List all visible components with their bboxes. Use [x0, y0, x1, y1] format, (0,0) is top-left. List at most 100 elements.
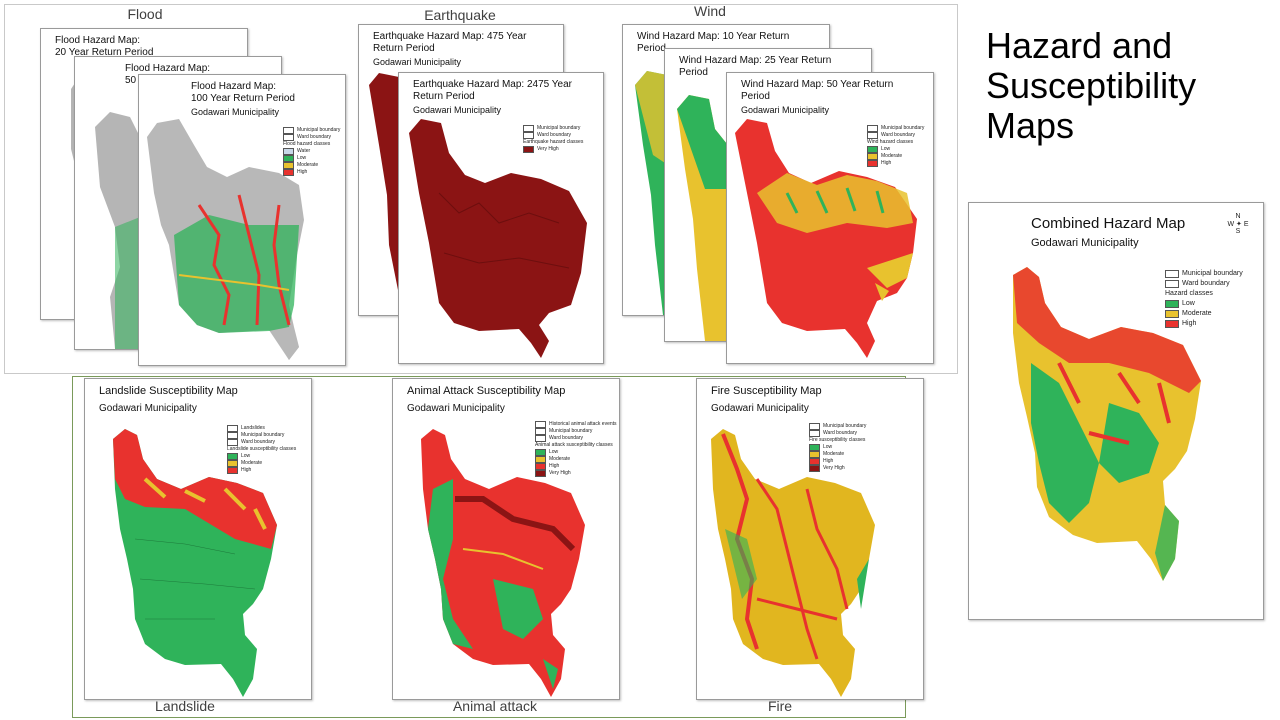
legend-label: Flood hazard classes	[283, 141, 331, 147]
legend-label: Earthquake hazard classes	[523, 139, 584, 145]
landslide-map-graphic	[113, 429, 277, 697]
legend-label: Very High	[537, 146, 559, 152]
legend-label: Very High	[549, 470, 571, 476]
legend-label: Low	[297, 155, 307, 161]
legend-item: Low	[283, 155, 340, 162]
map-legend: Historical animal attack events Municipal…	[535, 421, 617, 477]
map-card-landslide: Landslide Susceptibility Map Godawari Mu…	[84, 378, 312, 700]
legend-label: Municipal boundary	[881, 125, 925, 131]
map-title: Flood Hazard Map: 100 Year Return Period	[191, 81, 295, 104]
legend-label: Ward boundary	[881, 132, 915, 138]
legend-swatch	[1165, 310, 1179, 318]
map-title: Flood Hazard Map: 50	[125, 63, 211, 86]
legend-item: Moderate	[227, 460, 296, 467]
map-card-wind-50yr: Wind Hazard Map: 50 Year Return Period G…	[726, 72, 934, 364]
legend-label: Moderate	[1182, 310, 1212, 317]
map-card-earthquake-2475yr: Earthquake Hazard Map: 2475 Year Return …	[398, 72, 604, 364]
caption-wind: Wind	[694, 3, 726, 19]
legend-swatch	[227, 439, 238, 446]
legend-swatch	[283, 134, 294, 141]
map-subtitle: Godawari Municipality	[413, 105, 502, 115]
legend-swatch	[227, 425, 238, 432]
legend-swatch	[867, 153, 878, 160]
legend-item: Municipal boundary	[523, 125, 583, 132]
legend-label: Historical animal attack events	[549, 421, 617, 427]
legend-swatch	[283, 155, 294, 162]
legend-item: Ward boundary	[1165, 279, 1243, 289]
caption-landslide: Landslide	[155, 698, 215, 714]
combined-map-graphic	[1013, 267, 1201, 581]
legend-item: Low	[535, 449, 617, 456]
legend-item: Moderate	[283, 162, 340, 169]
legend-label: Low	[823, 444, 833, 450]
legend-label: Moderate	[823, 451, 845, 457]
legend-label: High	[241, 467, 252, 473]
map-card-flood-100yr: Flood Hazard Map: 100 Year Return Period…	[138, 74, 346, 366]
compass-rose-icon: N W ✦ E S	[1227, 213, 1249, 235]
map-subtitle: Godawari Municipality	[711, 403, 809, 414]
legend-item: High	[227, 467, 296, 474]
map-subtitle: Godawari Municipality	[741, 105, 830, 115]
legend-item: Ward boundary	[227, 439, 296, 446]
legend-swatch	[227, 460, 238, 467]
legend-label: Ward boundary	[241, 439, 275, 445]
fire-map-graphic	[711, 429, 875, 697]
legend-label: Municipal boundary	[1182, 270, 1243, 277]
caption-earthquake: Earthquake	[424, 7, 496, 23]
legend-swatch	[867, 132, 878, 139]
map-title: Combined Hazard Map	[1031, 215, 1186, 232]
map-title: Earthquake Hazard Map: 2475 Year Return …	[413, 79, 572, 102]
legend-swatch	[227, 432, 238, 439]
map-title: Landslide Susceptibility Map	[99, 385, 238, 397]
map-card-combined: Combined Hazard Map Godawari Municipalit…	[968, 202, 1264, 620]
map-card-fire: Fire Susceptibility Map Godawari Municip…	[696, 378, 924, 700]
map-subtitle: Godawari Municipality	[191, 107, 280, 117]
legend-swatch	[227, 467, 238, 474]
legend-label: Ward boundary	[823, 430, 857, 436]
legend-swatch	[283, 127, 294, 134]
legend-item: High	[1165, 319, 1243, 329]
legend-label: Municipal boundary	[549, 428, 593, 434]
legend-item: Municipal boundary	[227, 432, 296, 439]
legend-swatch	[1165, 280, 1179, 288]
legend-item: Historical animal attack events	[535, 421, 617, 428]
legend-swatch	[535, 456, 546, 463]
map-legend: Municipal boundary Ward boundary Earthquak…	[523, 125, 583, 153]
legend-item: Municipal boundary	[867, 125, 924, 132]
legend-swatch	[809, 423, 820, 430]
legend-item: Very High	[535, 470, 617, 477]
legend-swatch	[867, 125, 878, 132]
legend-swatch	[809, 451, 820, 458]
map-title: Wind Hazard Map: 50 Year Return Period	[741, 79, 894, 102]
caption-fire: Fire	[767, 698, 793, 714]
legend-swatch	[535, 449, 546, 456]
legend-label: Moderate	[297, 162, 319, 168]
legend-swatch	[867, 146, 878, 153]
legend-item: High	[809, 458, 866, 465]
earthquake-map-graphic	[409, 119, 587, 358]
legend-swatch	[283, 148, 294, 155]
legend-swatch	[227, 453, 238, 460]
legend-swatch	[535, 463, 546, 470]
legend-item: Municipal boundary	[1165, 269, 1243, 279]
map-legend: Landslides Municipal boundary Ward boundar…	[227, 425, 296, 474]
legend-label: Municipal boundary	[823, 423, 867, 429]
legend-label: Moderate	[881, 153, 903, 159]
legend-item: Ward boundary	[523, 132, 583, 139]
legend-swatch	[867, 160, 878, 167]
legend-item: High	[283, 169, 340, 176]
legend-swatch	[1165, 300, 1179, 308]
legend-item: Landslide susceptibility classes	[227, 446, 296, 453]
legend-swatch	[535, 428, 546, 435]
map-title: Wind Hazard Map: 10 Year Return Period	[637, 31, 790, 54]
legend-swatch	[283, 169, 294, 176]
map-subtitle: Godawari Municipality	[373, 57, 462, 67]
legend-item: Moderate	[809, 451, 866, 458]
legend-label: Municipal boundary	[241, 432, 285, 438]
legend-item: Animal attack susceptibility classes	[535, 442, 617, 449]
legend-item: Moderate	[535, 456, 617, 463]
legend-label: Low	[1182, 300, 1195, 307]
legend-label: High	[549, 463, 560, 469]
legend-label: Ward boundary	[549, 435, 583, 441]
slide-title: Hazard and Susceptibility Maps	[986, 25, 1197, 146]
